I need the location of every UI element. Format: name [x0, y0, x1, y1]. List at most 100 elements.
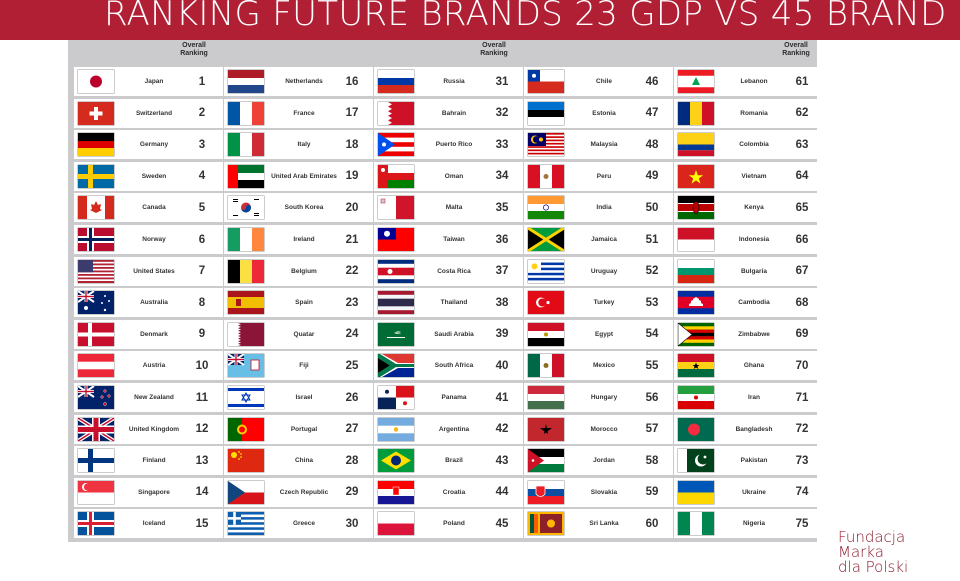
country-name: Singapore	[138, 488, 170, 496]
country-row: Romania 62	[674, 98, 823, 128]
russia-flag-icon	[378, 70, 414, 93]
country-row: Bangladesh 72	[674, 414, 823, 444]
overall-rank: 70	[795, 359, 809, 372]
overall-rank: 35	[495, 201, 509, 214]
country-name: Uruguay	[590, 267, 618, 275]
overall-rank: 54	[645, 328, 659, 341]
country-name: Estonia	[592, 109, 616, 117]
country-row: Ireland 21	[224, 225, 373, 254]
country-row: Morocco 57	[524, 414, 673, 444]
country-row: Austria 10	[74, 351, 223, 381]
country-row: Fiji 25	[224, 351, 373, 381]
country-name: Sri Lanka	[589, 520, 619, 528]
country-name: Switzerland	[135, 109, 173, 117]
fundacja-logo: Fundacja Marka dla Polski	[838, 528, 909, 576]
peru-flag-icon	[528, 164, 564, 188]
country-row: Puerto Rico 33	[374, 130, 523, 160]
switzerland-flag-icon	[78, 101, 114, 125]
overall-rank: 36	[495, 233, 509, 246]
country-row: United States 7	[74, 256, 223, 286]
iceland-flag-icon	[78, 512, 114, 536]
overall-rank: 7	[198, 265, 206, 278]
page-title: RANKING FUTURE BRANDS 23 GDP VS 45 BRAND	[104, 0, 947, 34]
overall-rank: 74	[795, 486, 809, 499]
overall-rank: 30	[345, 517, 359, 530]
country-name: Japan	[144, 78, 164, 85]
country-row: Jordan 58	[524, 446, 673, 476]
country-row: China 28	[224, 446, 373, 476]
country-row: Spain 23	[224, 288, 373, 318]
nigeria-flag-icon	[678, 512, 714, 536]
indonesia-flag-icon	[678, 228, 714, 251]
country-name: Denmark	[140, 330, 168, 338]
country-name: Brazil	[445, 457, 463, 465]
country-name: Israel	[295, 394, 313, 401]
overall-rank: 56	[645, 391, 659, 404]
overall-rank: 20	[345, 201, 359, 214]
country-row: France 17	[224, 98, 373, 128]
overall-rank: 73	[795, 454, 809, 467]
country-name: Quatar	[293, 330, 315, 338]
overall-rank: 44	[495, 486, 509, 499]
sweden-flag-icon	[78, 164, 114, 188]
china-flag-icon	[228, 449, 264, 473]
country-name: Puerto Rico	[435, 141, 473, 149]
country-row: Greece 30	[224, 509, 373, 539]
overall-rank: 55	[645, 359, 659, 372]
malaysia-flag-icon	[528, 133, 564, 157]
bangladesh-flag-icon	[678, 417, 714, 441]
country-name: Ireland	[293, 236, 315, 243]
argentina-flag-icon	[378, 417, 414, 441]
country-row: Iceland 15	[74, 509, 223, 539]
overall-rank: 8	[198, 296, 206, 309]
overall-rank: 71	[795, 391, 809, 404]
morocco-flag-icon	[528, 417, 564, 441]
uk-flag-icon	[78, 417, 114, 441]
country-row: Slovakia 59	[524, 477, 673, 507]
overall-rank: 75	[795, 517, 809, 530]
country-row: Oman 34	[374, 161, 523, 191]
mexico-flag-icon	[528, 354, 564, 378]
country-row: Uruguay 52	[524, 256, 673, 286]
bulgaria-flag-icon	[678, 259, 714, 283]
country-name: Kenya	[744, 204, 764, 212]
country-name: Ukraine	[742, 488, 766, 496]
jamaica-flag-icon	[528, 228, 564, 251]
country-row: Bahrain 32	[374, 98, 523, 128]
country-name: Russia	[443, 78, 465, 85]
kenya-flag-icon	[678, 196, 714, 220]
country-name: Italy	[297, 141, 311, 149]
country-name: Argentina	[438, 425, 470, 433]
singapore-flag-icon	[78, 480, 114, 504]
overall-rank: 72	[795, 423, 809, 436]
country-name: Iran	[748, 394, 760, 401]
overall-rank: 64	[795, 170, 809, 183]
overall-rank: 37	[495, 265, 509, 278]
bahrain-flag-icon	[378, 101, 414, 125]
japan-flag-icon	[78, 70, 114, 93]
panama-flag-icon	[378, 386, 414, 409]
pakistan-flag-icon	[678, 449, 714, 473]
overall-rank: 62	[795, 107, 809, 120]
country-name: Lebanon	[740, 78, 768, 85]
overall-rank: 3	[198, 138, 206, 151]
country-name: Slovakia	[590, 488, 618, 496]
overall-rank: 23	[345, 296, 359, 309]
country-name: New Zealand	[134, 394, 174, 401]
country-name: India	[596, 204, 612, 212]
country-row: Canada 5	[74, 193, 223, 223]
country-row: Czech Republic 29	[224, 477, 373, 507]
country-name: Egypt	[594, 330, 614, 338]
spain-flag-icon	[228, 291, 264, 315]
country-row: Chile 46	[524, 67, 673, 96]
brazil-flag-icon	[378, 449, 414, 473]
overall-rank: 50	[645, 201, 659, 214]
country-name: Turkey	[593, 299, 615, 307]
country-row: Japan 1	[74, 67, 223, 96]
country-name: Iceland	[142, 520, 166, 528]
norway-flag-icon	[78, 228, 114, 251]
saudi-arabia-flag-icon: ﷲ	[378, 322, 414, 346]
country-row: Croatia 44	[374, 477, 523, 507]
title-banner: RANKING FUTURE BRANDS 23 GDP VS 45 BRAND	[0, 0, 960, 40]
country-row: Hungary 56	[524, 383, 673, 412]
